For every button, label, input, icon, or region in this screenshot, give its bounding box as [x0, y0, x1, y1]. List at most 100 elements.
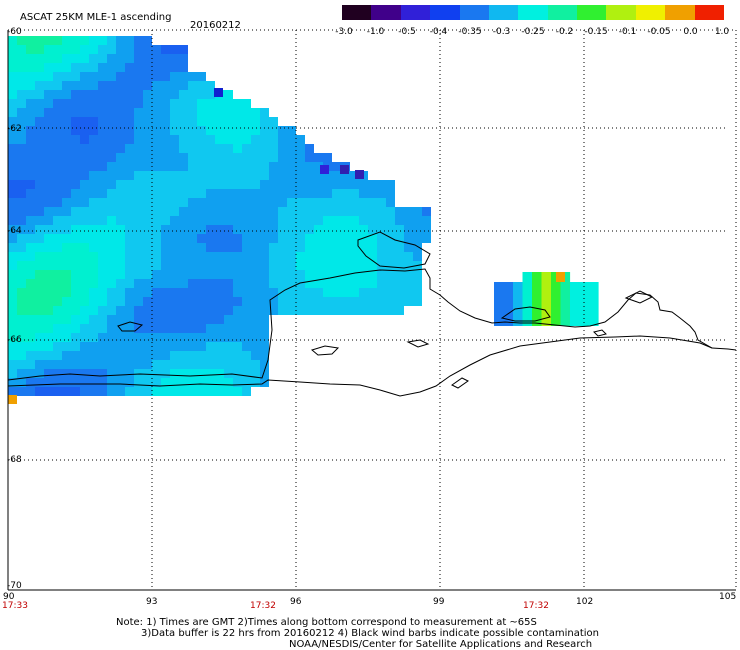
swath-cell	[179, 153, 188, 162]
swath-cell	[134, 108, 143, 117]
swath-cell	[188, 387, 197, 396]
swath-cell	[161, 90, 170, 99]
swath-cell	[233, 270, 242, 279]
swath-cell	[143, 189, 152, 198]
swath-cell	[386, 306, 395, 315]
swath-cell	[116, 72, 125, 81]
swath-cell	[35, 171, 44, 180]
swath-cell	[395, 270, 404, 279]
swath-cell	[242, 126, 251, 135]
swath-cell	[179, 225, 188, 234]
lat-label: -70	[7, 581, 22, 591]
swath-cell	[8, 342, 17, 351]
swath-cell	[395, 288, 404, 297]
swath-cell	[404, 207, 413, 216]
swath-cell	[143, 297, 152, 306]
swath-cell	[404, 270, 413, 279]
colorbar-segment	[400, 5, 431, 20]
swath-cell	[8, 108, 17, 117]
swath-cell	[89, 153, 98, 162]
swath-cell	[8, 369, 17, 378]
swath-cell	[26, 360, 35, 369]
swath-cell	[170, 72, 179, 81]
swath-cell	[179, 162, 188, 171]
swath-cell	[215, 234, 224, 243]
swath-cell	[278, 234, 287, 243]
swath-cell	[233, 369, 242, 378]
swath-cell	[26, 99, 35, 108]
swath-cell	[386, 198, 395, 207]
swath-cell	[26, 270, 35, 279]
swath-cell	[233, 144, 242, 153]
swath-cell	[224, 225, 233, 234]
swath-cell	[17, 252, 26, 261]
swath-cell	[143, 36, 152, 45]
swath-cell	[125, 369, 134, 378]
swath-cell	[224, 117, 233, 126]
swath-cell	[71, 72, 80, 81]
swath-cell	[134, 153, 143, 162]
swath-cell	[80, 117, 89, 126]
swath-cell	[17, 126, 26, 135]
swath-cell	[197, 72, 206, 81]
swath-cell	[251, 180, 260, 189]
swath-cell	[206, 144, 215, 153]
swath-cell	[215, 252, 224, 261]
swath-cell	[152, 306, 161, 315]
swath-cell	[332, 234, 341, 243]
swath-cell	[71, 162, 80, 171]
swath-cell	[44, 99, 53, 108]
swath-cell	[206, 90, 215, 99]
swath-cell	[89, 36, 98, 45]
swath-cell	[404, 234, 413, 243]
swath-cell	[287, 180, 296, 189]
swath-cell	[197, 243, 206, 252]
swath-cell	[152, 171, 161, 180]
swath-cell	[215, 378, 224, 387]
swath-cell	[269, 216, 278, 225]
swath-cell	[233, 171, 242, 180]
swath-cell	[242, 324, 251, 333]
swath-cell	[224, 333, 233, 342]
swath-cell	[107, 36, 116, 45]
swath-cell	[251, 126, 260, 135]
swath-cell	[8, 234, 17, 243]
swath-cell	[503, 282, 514, 326]
swath-cell	[161, 63, 170, 72]
swath-cell	[386, 270, 395, 279]
swath-cell	[8, 81, 17, 90]
swath-cell	[89, 369, 98, 378]
swath-cell	[125, 45, 134, 54]
lon-label: 96	[290, 597, 302, 607]
swath-cell	[44, 387, 53, 396]
swath-cell	[80, 360, 89, 369]
swath-cell	[242, 333, 251, 342]
note-line-3: NOAA/NESDIS/Center for Satellite Applica…	[289, 639, 593, 650]
swath-cell	[71, 288, 80, 297]
swath-cell	[17, 207, 26, 216]
swath-cell	[44, 189, 53, 198]
swath-cell	[26, 144, 35, 153]
swath-cell	[17, 333, 26, 342]
swath-cell	[404, 225, 413, 234]
swath-cell	[17, 360, 26, 369]
map-date: 20160212	[190, 20, 241, 31]
swath-cell	[35, 180, 44, 189]
swath-cell	[170, 45, 179, 54]
swath-cell	[35, 126, 44, 135]
swath-cell	[233, 297, 242, 306]
colorbar-segment	[371, 5, 402, 20]
swath-cell	[152, 99, 161, 108]
swath-cell	[224, 306, 233, 315]
swath-cell	[287, 162, 296, 171]
swath-cell	[404, 279, 413, 288]
swath-cell	[170, 387, 179, 396]
swath-cell	[377, 306, 386, 315]
swath-cell	[125, 288, 134, 297]
swath-cell	[98, 225, 107, 234]
swath-cell	[305, 180, 314, 189]
swath-cell	[188, 72, 197, 81]
swath-cell	[143, 360, 152, 369]
swath-cell	[17, 45, 26, 54]
swath-cell	[206, 369, 215, 378]
